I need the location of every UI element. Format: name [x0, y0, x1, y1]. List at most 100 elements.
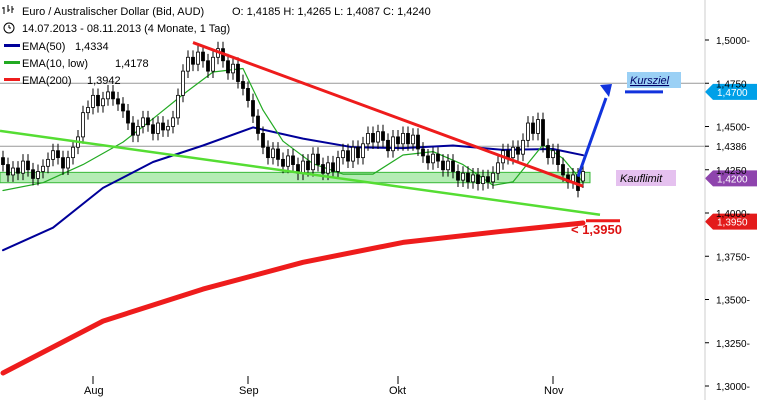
x-axis-tick-label: Nov [544, 385, 564, 397]
candle-body [236, 63, 240, 82]
candle-body [81, 112, 85, 138]
candle-body [526, 122, 530, 141]
candle-body [386, 139, 390, 152]
candle-body [321, 164, 325, 174]
candle-body [426, 155, 430, 164]
x-axis-tick-label: Sep [239, 385, 259, 397]
candle-body [446, 160, 450, 171]
stop-level-label: < 1,3950 [571, 222, 622, 237]
candle-body [561, 164, 565, 176]
candle-body [316, 153, 320, 165]
candle-body [371, 133, 375, 143]
candle-body [521, 139, 525, 155]
chart-type-icon [2, 5, 14, 14]
candle-body [366, 133, 370, 145]
candle-body [351, 146, 355, 162]
candle-body [171, 117, 175, 127]
candle-body [136, 126, 140, 136]
candle-body [511, 146, 515, 159]
y-axis-tick-label: 1,5000- [716, 36, 750, 47]
candle-body [41, 165, 45, 172]
kursziel-label: Kursziel [630, 75, 670, 87]
ema200-line [0, 220, 586, 376]
price-badge [705, 83, 757, 100]
candle-body [211, 56, 215, 72]
y-axis-tick-label: 1,4000- [716, 209, 750, 220]
candle-body [71, 146, 75, 159]
kursziel-label-bg [627, 72, 681, 88]
candle-body [436, 153, 440, 162]
plot-background [0, 0, 705, 400]
candle-body [281, 158, 285, 167]
legend-value-ema200: 1,3942 [87, 75, 121, 87]
price-badge-label: 1,3950 [717, 218, 748, 229]
candle-body [36, 171, 40, 179]
candle-body [106, 91, 110, 100]
candle-body [51, 150, 55, 160]
lower-trendline [0, 129, 601, 216]
candle-body [261, 133, 265, 148]
candle-body [276, 148, 280, 160]
candle-body [121, 103, 125, 112]
candle-body [531, 122, 535, 134]
candle-body [16, 167, 20, 174]
y-axis-tick-label: 1,4386 [716, 142, 747, 153]
candle-body [546, 145, 550, 159]
chart-header: Euro / Australischer Dollar (Bid, AUD) O… [2, 5, 431, 35]
candle-body [486, 176, 490, 183]
clock-icon [3, 22, 15, 34]
candle-body [266, 146, 270, 159]
price-badge-label: 1,4200 [717, 174, 748, 185]
candle-body [241, 81, 245, 89]
legend-label-ema50: EMA(50) [22, 41, 65, 53]
candle-body [541, 119, 545, 146]
candle-body [226, 60, 230, 74]
x-axis-tick-label: Aug [84, 385, 104, 397]
kauflimit-label-bg [616, 170, 676, 186]
y-axis-tick-label: 1,4750 [716, 79, 747, 90]
candle-body [326, 162, 330, 174]
candle-body [116, 98, 120, 105]
resistance-trendline [192, 41, 584, 188]
candle-body [86, 107, 90, 114]
price-badge [705, 170, 757, 187]
candle-body [61, 157, 65, 169]
candle-body [156, 122, 160, 134]
legend-value-ema10: 1,4178 [115, 58, 149, 70]
candle-body [186, 56, 190, 72]
kauflimit-label: Kauflimit [620, 173, 663, 185]
candle-body [56, 150, 60, 159]
candle-body [581, 171, 585, 182]
candle-body [31, 169, 35, 179]
legend-label-ema200: EMA(200) [22, 75, 72, 87]
candle-body [66, 157, 70, 169]
candle-body [191, 56, 195, 65]
candle-body [466, 172, 470, 183]
legend-swatch-ema50 [4, 44, 20, 47]
candle-body [516, 146, 520, 155]
candle-body [286, 155, 290, 167]
candle-body [201, 51, 205, 62]
candle-body [461, 172, 465, 181]
candle-body [556, 150, 560, 165]
candle-body [481, 176, 485, 184]
y-axis-tick-label: 1,4500- [716, 123, 750, 134]
candle-body [311, 153, 315, 171]
candle-body [271, 148, 275, 159]
candle-body [376, 131, 380, 143]
candle-body [441, 160, 445, 171]
y-axis-tick-label: 1,4250 [716, 166, 747, 177]
candle-body [151, 124, 155, 134]
candle-body [91, 94, 95, 108]
candle-body [396, 136, 400, 145]
candle-body [21, 160, 25, 174]
candle-body [26, 160, 30, 171]
candle-body [181, 70, 185, 96]
candle-body [421, 148, 425, 157]
candle-body [101, 98, 105, 107]
candle-body [161, 122, 165, 131]
candle-body [126, 110, 130, 124]
candle-body [301, 160, 305, 174]
candle-body [346, 150, 350, 162]
